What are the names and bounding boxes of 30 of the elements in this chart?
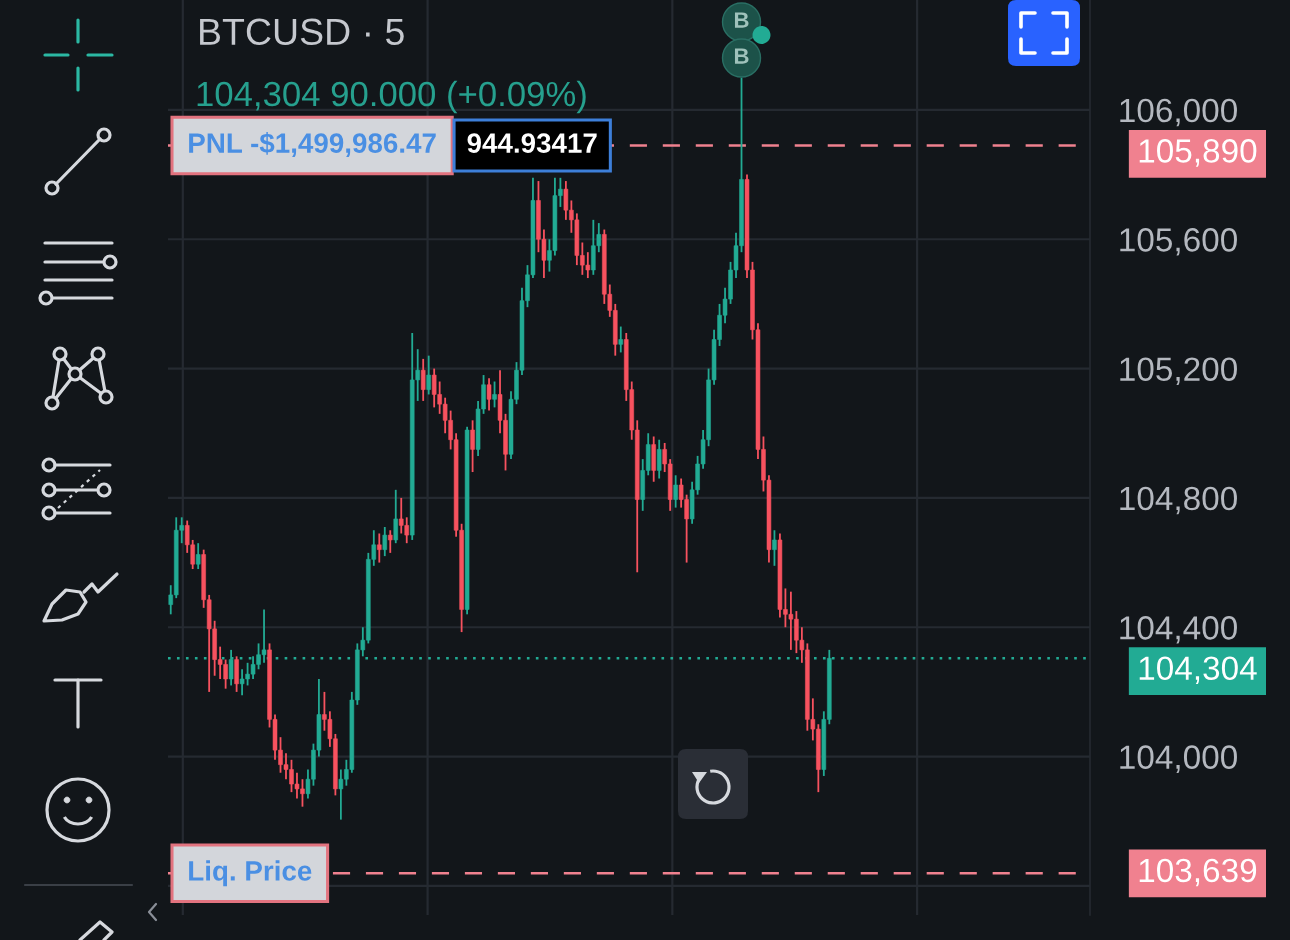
candlestick [382,526,388,558]
candlestick [673,474,678,509]
annotation: B [734,48,749,64]
candlestick [470,419,475,473]
candlestick [420,357,426,402]
candlestick [618,325,624,354]
ref-line-label: 104,304 [1139,656,1257,684]
annotation: B [734,12,749,28]
candlestick [486,377,492,412]
candlestick [393,488,399,545]
ref-line-label: 105,890 [1139,139,1257,167]
y-tick-label: 104,800 [1120,486,1237,515]
candlestick [388,529,393,554]
y-tick-label: 104,000 [1120,745,1237,773]
candlestick [492,380,497,409]
ref-line-label: 103,639 [1139,858,1257,887]
candlestick [195,542,201,570]
annotation: 944.93417 [467,133,597,153]
candlestick [426,354,431,396]
candlestick [772,529,777,567]
y-tick-label: 106,000 [1120,98,1237,127]
chart-title: BTCUSD · 5 [200,18,404,46]
candlestick [377,532,382,564]
y-tick-label: 105,600 [1120,228,1237,256]
candlestick [656,438,662,480]
y-tick-label: 104,400 [1120,616,1237,644]
y-tick-label: 105,200 [1120,357,1237,385]
annotation: PNL -$1,499,986.47 [189,132,436,157]
text: 104,304 90.000 (+0.09%) [197,80,586,114]
annotation: Liq. Price [189,860,312,887]
